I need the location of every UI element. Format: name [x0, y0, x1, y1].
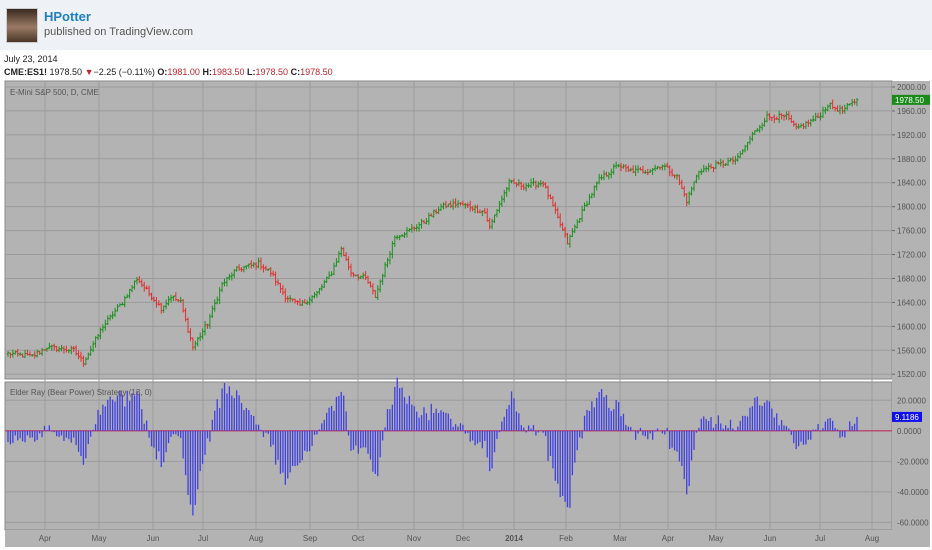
avatar[interactable]: [6, 8, 38, 43]
price-tick-label: 1640.00: [897, 298, 926, 307]
close-value: 1978.50: [300, 67, 333, 77]
price-tick-label: 1560.00: [897, 346, 926, 355]
chart-date: July 23, 2014: [4, 54, 58, 64]
high-label: H:: [202, 67, 212, 77]
price-tick-label: 1600.00: [897, 322, 926, 331]
x-tick-label: Aug: [249, 534, 263, 543]
price-tick-label: 2000.00: [897, 83, 926, 92]
price-tick-label: 1840.00: [897, 179, 926, 188]
indicator-tick-label: -20.0000: [897, 457, 929, 466]
x-tick-label: Jun: [147, 534, 160, 543]
price-tick-label: 1880.00: [897, 155, 926, 164]
open-label: O:: [157, 67, 168, 77]
last-price-label: 1978.50: [895, 96, 924, 105]
down-arrow-icon: ▼: [84, 67, 94, 77]
x-tick-label: 2014: [505, 534, 523, 543]
price-tick-label: 1520.00: [897, 370, 926, 379]
last-price: 1978.50: [49, 67, 83, 77]
x-tick-label: Jul: [815, 534, 825, 543]
price-tick-label: 1720.00: [897, 251, 926, 260]
price-tick-label: 1920.00: [897, 131, 926, 140]
x-tick-label: Sep: [303, 534, 318, 543]
open-value: 1981.00: [167, 67, 200, 77]
publisher-header: HPotter published on TradingView.com: [0, 0, 932, 50]
low-label: L:: [247, 67, 256, 77]
close-label: C:: [290, 67, 301, 77]
indicator-tick-label: 20.0000: [897, 396, 926, 405]
price-tick-label: 1960.00: [897, 107, 926, 116]
price-pane[interactable]: [4, 80, 893, 380]
x-tick-label: Dec: [456, 534, 470, 543]
x-tick-label: Aug: [865, 534, 879, 543]
indicator-tick-label: -60.0000: [897, 518, 929, 527]
x-tick-label: May: [91, 534, 106, 543]
price-change: −2.25 (−0.11%): [93, 67, 155, 77]
x-tick-label: Jul: [198, 534, 208, 543]
price-tick-label: 1800.00: [897, 203, 926, 212]
published-text: published on TradingView.com: [44, 26, 194, 38]
x-tick-label: Jun: [764, 534, 777, 543]
last-price-badge: [892, 94, 930, 105]
indicator-tick-label: -40.0000: [897, 488, 929, 497]
quote-line: CME:ES1! 1978.50 ▼−2.25 (−0.11%) O:1981.…: [4, 67, 333, 77]
x-tick-label: May: [708, 534, 723, 543]
indicator-pane[interactable]: [4, 381, 893, 531]
price-axis[interactable]: [892, 81, 930, 547]
x-tick-label: Oct: [352, 534, 365, 543]
time-axis[interactable]: [5, 530, 892, 547]
x-tick-label: Feb: [559, 534, 573, 543]
indicator-title: Elder Ray (Bear Power) Strategy (13, 0): [10, 388, 152, 397]
x-tick-label: Apr: [39, 534, 52, 543]
x-tick-label: Mar: [613, 534, 627, 543]
chart-title: E-Mini S&P 500, D, CME: [10, 88, 99, 97]
symbol: CME:ES1!: [4, 67, 48, 77]
x-tick-label: Apr: [662, 534, 675, 543]
indicator-tick-label: 0.0000: [897, 427, 922, 436]
indicator-value-badge: [892, 411, 922, 422]
author-link[interactable]: HPotter: [44, 9, 91, 24]
price-tick-label: 1680.00: [897, 274, 926, 283]
price-tick-label: 1760.00: [897, 227, 926, 236]
high-value: 1983.50: [211, 67, 245, 77]
x-tick-label: Nov: [407, 534, 421, 543]
low-value: 1978.50: [255, 67, 289, 77]
indicator-value-label: 9.1186: [895, 413, 919, 422]
